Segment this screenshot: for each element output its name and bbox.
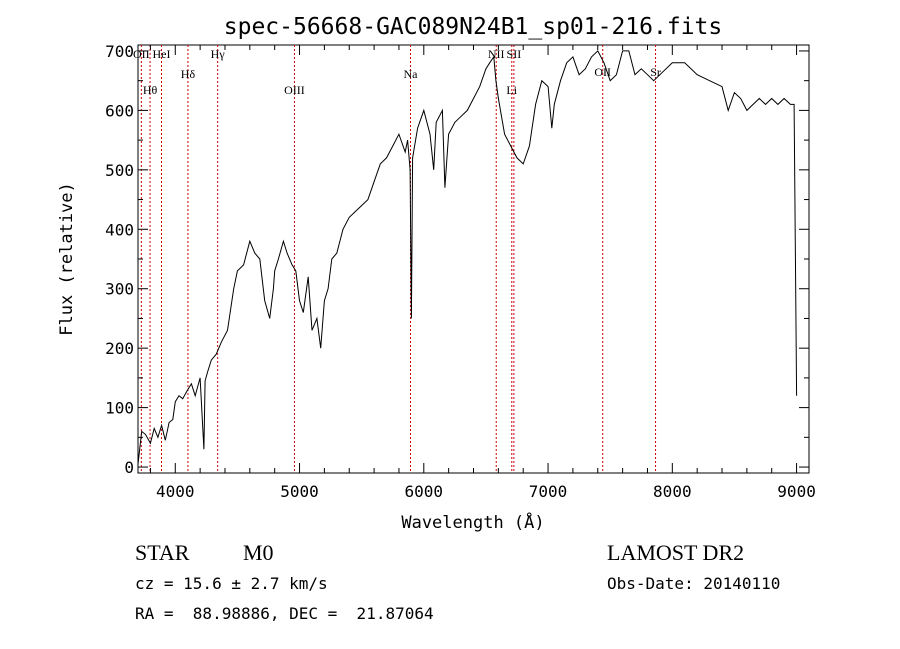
y-tick-label: 600 (105, 101, 134, 120)
y-tick-label: 400 (105, 220, 134, 239)
line-label-oiii: OIII (284, 83, 305, 97)
y-tick-label: 700 (105, 42, 134, 61)
object-class: STAR (135, 540, 190, 565)
line-label-hei: HeI (152, 47, 170, 61)
object-subclass: M0 (243, 540, 274, 565)
y-tick-label: 300 (105, 280, 134, 299)
line-label-oii: OII (133, 47, 150, 61)
x-tick-label: 6000 (405, 482, 444, 501)
line-label-li: Li (506, 83, 517, 97)
x-tick-label: 8000 (653, 482, 692, 501)
x-tick-label: 5000 (280, 482, 319, 501)
y-tick-label: 100 (105, 399, 134, 418)
y-tick-label: 200 (105, 339, 134, 358)
x-tick-label: 9000 (777, 482, 816, 501)
x-tick-label: 7000 (529, 482, 568, 501)
chart-title: spec-56668-GAC089N24B1_sp01-216.fits (224, 14, 723, 40)
line-label-nii: NII (488, 47, 505, 61)
survey-name: LAMOST DR2 (607, 540, 745, 565)
x-axis-label: Wavelength (Å) (401, 511, 544, 533)
emission-line-labels: OII Hθ HeI Hδ Hγ OIII Na NII Li SII OII Sr (133, 47, 661, 97)
coordinates: RA = 88.98886, DEC = 21.87064 (135, 604, 434, 623)
observation-date: Obs-Date: 20140110 (607, 574, 781, 593)
line-label-sr: Sr (650, 65, 661, 79)
axes: 4000 5000 6000 7000 8000 9000 0 100 200 300 400 500… (105, 42, 816, 501)
plot-frame (137, 44, 810, 474)
y-axis-label: Flux (relative) (57, 182, 77, 336)
y-tick-label: 500 (105, 161, 134, 180)
x-tick-label: 4000 (156, 482, 195, 501)
spectrum-series-line (137, 50, 798, 465)
line-label-hθ: Hθ (143, 83, 158, 97)
line-label-na: Na (404, 67, 419, 81)
redshift-cz: cz = 15.6 ± 2.7 km/s (135, 574, 328, 593)
line-label-hγ: Hγ (211, 47, 226, 61)
y-tick-label: 0 (124, 458, 134, 477)
line-label-oii: OII (594, 65, 611, 79)
line-label-sii: SII (507, 47, 522, 61)
line-label-hδ: Hδ (181, 67, 196, 81)
emission-line-markers (140, 45, 657, 473)
